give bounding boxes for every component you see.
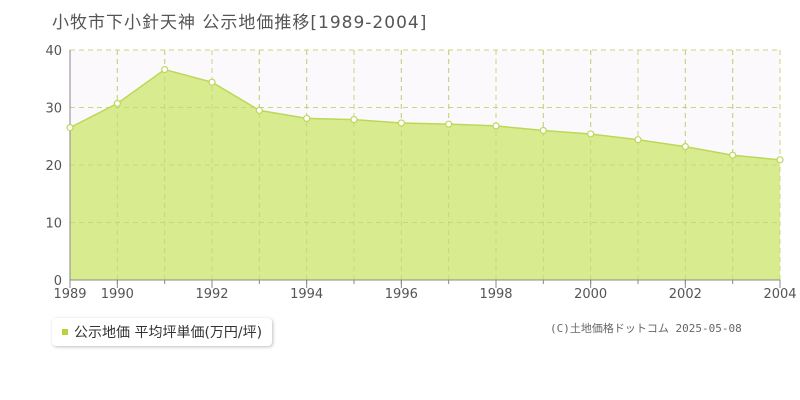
- data-point: [66, 124, 74, 132]
- axis-layer: [69, 50, 781, 288]
- legend-marker-icon: [62, 329, 68, 335]
- data-point: [303, 114, 311, 123]
- x-tick-label: 1989: [53, 287, 86, 302]
- area-layer: [69, 49, 781, 280]
- credit-text: (C)土地価格ドットコム 2025-05-08: [550, 322, 742, 335]
- series-area: [70, 69, 780, 280]
- series-line: [69, 68, 781, 161]
- x-tick-label: 1994: [290, 287, 323, 302]
- data-point: [776, 156, 784, 164]
- y-tick-label: 20: [45, 159, 62, 174]
- data-point: [587, 130, 595, 138]
- x-tick-label: 1990: [101, 287, 134, 302]
- y-tick-label: 10: [45, 217, 62, 232]
- data-point: [161, 65, 169, 74]
- data-point: [681, 143, 689, 151]
- y-tick-label: 30: [45, 102, 62, 117]
- data-point: [445, 120, 453, 128]
- x-tick-label: 2000: [574, 287, 607, 302]
- x-tick-label: 2002: [669, 287, 702, 302]
- y-tick-label: 0: [54, 274, 62, 289]
- y-tick-label: 40: [45, 44, 62, 59]
- chart-title: 小牧市下小針天神 公示地価推移[1989-2004]: [52, 13, 428, 33]
- x-tick-label: 1992: [195, 287, 228, 302]
- data-point: [113, 99, 121, 108]
- data-point: [350, 115, 358, 124]
- data-point: [208, 78, 216, 86]
- x-tick-label: 1998: [479, 287, 512, 302]
- data-point: [729, 151, 737, 159]
- data-point: [492, 122, 500, 130]
- data-point: [397, 119, 405, 127]
- x-tick-label: 2004: [763, 287, 796, 302]
- legend: 公示地価 平均坪単価(万円/坪): [52, 318, 273, 346]
- data-point: [634, 136, 642, 144]
- label-layer: 0 10 20 30 40 1989 1990 1992 1994 1996 1998 2000 200…: [45, 44, 796, 302]
- data-point: [255, 106, 263, 114]
- x-tick-label: 1996: [385, 287, 418, 302]
- data-point: [539, 126, 547, 135]
- legend-label: 公示地価 平均坪単価(万円/坪): [74, 325, 263, 341]
- marker-layer: [66, 65, 784, 164]
